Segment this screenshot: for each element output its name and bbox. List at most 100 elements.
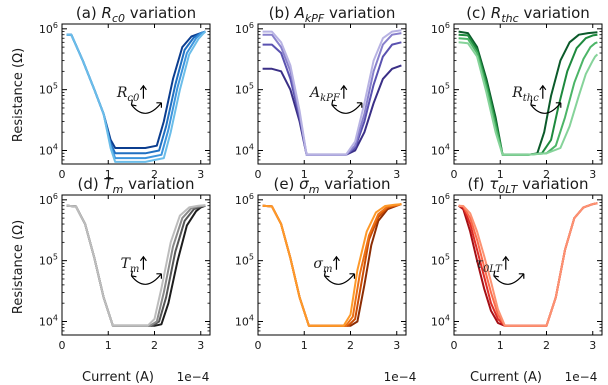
y-axis-label-bottom: Resistance (Ω) [11,220,26,314]
y-tick-label: 106 [39,192,58,207]
y-tick-label: 106 [235,192,254,207]
x-tick-label: 3 [197,339,204,352]
x-tick-label: 3 [393,168,400,181]
x-multiplier-middle: 1e−4 [384,370,417,384]
arrowhead-left-icon [130,270,137,278]
y-tick-label: 105 [235,82,254,97]
chart-panel: 0 1 2 3 104 105 106 (c) Rthc variation Rthc [431,4,603,181]
y-tick-label: 106 [431,21,450,36]
x-axis-label-right: Current (A) [470,370,542,385]
x-tick-label: 1 [497,339,504,352]
up-arrow-icon [502,255,510,270]
x-tick-label: 3 [589,168,596,181]
y-tick-label: 105 [39,82,58,97]
y-tick-label: 104 [39,143,58,158]
curved-arrow-icon [331,102,363,114]
x-tick-label: 0 [255,339,262,352]
x-tick-label: 2 [347,339,354,352]
series-line [262,203,402,327]
variation-annotation: Rthc [511,85,539,104]
arrowhead-left-icon [323,270,330,278]
x-tick-label: 0 [451,168,458,181]
y-tick-label: 104 [235,143,254,158]
x-tick-label: 1 [105,339,112,352]
arrowhead-right-icon [156,102,162,108]
panel-title: (b) AkPF variation [269,4,396,25]
x-tick-label: 3 [589,339,596,352]
x-tick-label: 0 [451,339,458,352]
up-arrow-icon [139,255,147,270]
arrowhead-right-icon [156,273,162,279]
arrowhead-right-icon [356,102,363,108]
chart-panel: 0 1 2 3 104 105 106 (f) τ0LT variation τ0LT [431,175,603,352]
series-line [458,41,599,156]
curved-arrow-icon [130,273,162,285]
curved-arrow-icon [493,273,525,285]
chart-panel: 0 1 2 3 104 105 106 (b) AkPF variation AkPF [235,4,407,181]
variation-annotation: σm [313,256,332,275]
variation-annotation: AkPF [308,85,341,104]
up-arrow-icon [139,84,147,99]
variation-annotation: τ0LT [475,256,503,275]
x-tick-label: 3 [393,339,400,352]
x-tick-label: 2 [543,168,550,181]
series-line [66,204,206,327]
y-tick-label: 105 [431,253,450,268]
series-line [458,202,598,327]
x-tick-label: 3 [197,168,204,181]
x-tick-label: 1 [301,339,308,352]
arrowhead-right-icon [349,273,356,279]
series-line [262,29,402,156]
plot-frame [61,194,211,336]
up-arrow-icon [340,84,348,99]
y-tick-label: 104 [431,143,450,158]
arrowhead-left-icon [331,99,337,107]
chart-panel: 0 1 2 3 104 105 106 (a) Rc0 variation Rc0 [39,4,211,181]
x-tick-label: 0 [59,168,66,181]
arrowhead-left-icon [130,99,137,107]
x-multiplier-right: 1e−4 [565,370,598,384]
x-axis-label-left: Current (A) [82,370,154,385]
x-tick-label: 2 [151,168,158,181]
x-tick-label: 0 [255,168,262,181]
y-tick-label: 104 [235,314,254,329]
y-tick-label: 105 [431,82,450,97]
variation-annotation: Tm [121,256,140,275]
x-tick-label: 2 [151,339,158,352]
y-tick-label: 105 [39,253,58,268]
curved-arrow-icon [530,102,562,114]
panel-title: (c) Rthc variation [466,4,590,25]
panel-title: (f) τ0LT variation [467,175,588,196]
chart-panel: 0 1 2 3 104 105 106 (d) Tm variation Tm [39,175,211,352]
y-tick-label: 104 [39,314,58,329]
x-tick-label: 2 [347,168,354,181]
y-tick-label: 106 [431,192,450,207]
panel-title: (a) Rc0 variation [76,4,196,25]
x-tick-label: 1 [301,168,308,181]
up-arrow-icon [539,84,547,99]
series-line [66,30,207,163]
x-tick-label: 2 [543,339,550,352]
variation-annotation: Rc0 [116,85,140,104]
y-axis-label-top: Resistance (Ω) [11,48,26,142]
up-arrow-icon [332,255,340,270]
x-tick-label: 1 [105,168,112,181]
arrowhead-right-icon [518,273,525,279]
x-tick-label: 1 [497,168,504,181]
arrowhead-left-icon [530,99,536,107]
panels-layer: 0 1 2 3 104 105 106 (a) Rc0 variation Rc0 0 1 2 3 104… [39,4,603,352]
y-tick-label: 106 [39,21,58,36]
arrowhead-left-icon [493,270,499,278]
chart-panel: 0 1 2 3 104 105 106 (e) σm variation σm [235,175,407,352]
curved-arrow-icon [323,273,355,285]
y-tick-label: 105 [235,253,254,268]
arrowhead-right-icon [555,102,562,108]
x-multiplier-left: 1e−4 [177,370,210,384]
curved-arrow-icon [130,102,162,114]
panel-title: (d) Tm variation [78,175,195,196]
panel-title: (e) σm variation [273,175,390,196]
y-tick-label: 104 [431,314,450,329]
y-tick-label: 106 [235,21,254,36]
x-tick-label: 0 [59,339,66,352]
